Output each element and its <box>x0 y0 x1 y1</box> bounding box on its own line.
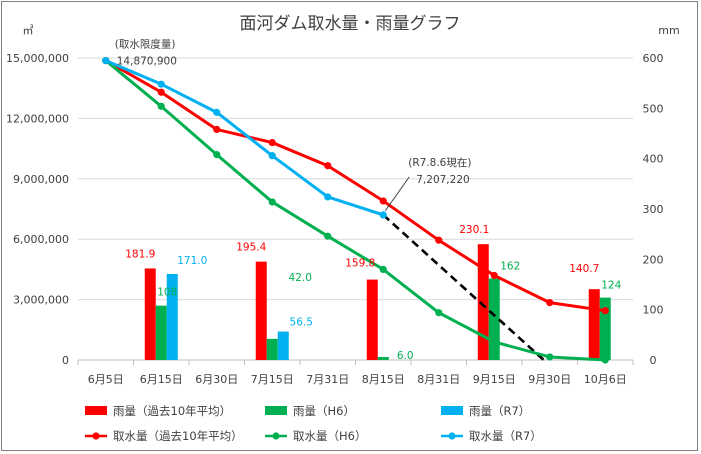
x-tick-label: 6月15日 <box>140 373 183 386</box>
annotation-value: 14,870,900 <box>117 56 177 68</box>
legend-label: 雨量（R7） <box>469 404 530 418</box>
bar <box>166 273 178 360</box>
series-point <box>601 356 609 364</box>
series-point <box>157 88 165 96</box>
series-point <box>213 125 221 134</box>
x-tick-label: 6月30日 <box>195 373 238 386</box>
annotation-label: (取水限度量) <box>115 38 176 51</box>
left-tick-label: 0 <box>62 354 69 367</box>
annotation-label: (R7.8.6現在) <box>408 157 471 169</box>
bar-data-label: 181.9 <box>125 248 155 260</box>
annotation-leader <box>384 176 410 212</box>
series-point <box>379 211 387 219</box>
series-line <box>105 59 384 217</box>
series-point <box>324 162 332 170</box>
bar <box>377 356 389 360</box>
x-tick-label: 10月6日 <box>584 373 627 386</box>
left-tick-label: 15,000,000 <box>6 52 69 65</box>
series-point <box>601 307 609 315</box>
bar-data-label: 159.8 <box>345 258 375 270</box>
bar-data-label: 6.0 <box>397 350 414 362</box>
series-point <box>546 299 554 307</box>
right-tick-label: 600 <box>643 52 664 65</box>
legend-label: 雨量（過去10年平均） <box>113 404 231 418</box>
series-line <box>104 59 606 362</box>
series-line <box>105 59 606 313</box>
legend-label: 取水量（R7） <box>469 429 542 443</box>
bar <box>366 279 378 360</box>
legend-swatch <box>441 406 463 415</box>
annotation-value: 7,207,220 <box>416 174 469 186</box>
bar <box>155 305 167 360</box>
projection-line <box>382 213 545 361</box>
right-tick-label: 100 <box>643 304 664 317</box>
series-point <box>157 80 165 88</box>
right-tick-label: 300 <box>643 203 664 216</box>
series-point <box>213 108 221 116</box>
bar-data-label: 108 <box>157 287 177 299</box>
bar <box>144 268 156 360</box>
left-tick-label: 9,000,000 <box>13 173 69 186</box>
bar <box>277 331 289 360</box>
series-point <box>324 193 332 201</box>
legend-label: 取水量（H6） <box>293 429 366 443</box>
legend-label: 取水量（過去10年平均） <box>113 429 243 443</box>
right-tick-label: 200 <box>643 253 664 266</box>
chart-title: 面河ダム取水量・雨量グラフ <box>240 14 461 34</box>
x-tick-label: 8月15日 <box>362 373 405 386</box>
series-point <box>268 152 276 160</box>
x-tick-label: 8月31日 <box>417 373 460 386</box>
bar-data-label: 171.0 <box>177 255 207 267</box>
left-tick-label: 6,000,000 <box>13 233 69 246</box>
series-point <box>546 353 554 361</box>
series-point <box>102 56 110 65</box>
left-axis-unit: ㎥ <box>23 24 34 37</box>
bar-data-label: 56.5 <box>290 317 313 329</box>
series-point <box>157 102 165 110</box>
x-tick-label: 7月15日 <box>251 373 294 386</box>
legend-marker <box>92 432 100 440</box>
series-point <box>268 198 276 206</box>
series-point <box>490 338 498 346</box>
series-point <box>490 271 498 280</box>
bar <box>266 338 278 360</box>
bar-data-label: 195.4 <box>236 242 266 254</box>
series-point <box>324 232 332 240</box>
bar-data-label: 42.0 <box>289 272 312 284</box>
right-tick-label: 500 <box>643 102 664 115</box>
series-point <box>435 236 443 244</box>
series-point <box>379 265 387 273</box>
right-axis-unit: mm <box>658 24 679 37</box>
x-tick-label: 9月15日 <box>473 373 516 386</box>
legend-swatch <box>265 406 287 415</box>
right-tick-label: 0 <box>650 354 657 367</box>
right-tick-label: 400 <box>643 153 664 166</box>
series-point <box>379 197 387 205</box>
bar <box>255 261 267 360</box>
series-point <box>213 151 221 159</box>
legend-label: 雨量（H6） <box>293 404 355 418</box>
left-tick-label: 3,000,000 <box>13 294 69 307</box>
bar <box>599 297 611 360</box>
bar <box>488 278 500 360</box>
bar <box>588 289 600 360</box>
bar-data-label: 230.1 <box>459 224 489 236</box>
x-tick-label: 7月31日 <box>306 373 349 386</box>
x-tick-label: 6月5日 <box>88 373 124 386</box>
series-point <box>268 138 276 147</box>
series-point <box>435 309 443 317</box>
legend-swatch <box>85 406 107 415</box>
left-tick-label: 12,000,000 <box>6 112 69 125</box>
bar-data-label: 162 <box>500 260 520 272</box>
bar-data-label: 124 <box>601 280 621 292</box>
legend-marker <box>448 432 456 440</box>
x-tick-label: 9月30日 <box>528 373 571 386</box>
bar-data-label: 140.7 <box>569 263 599 275</box>
legend-marker <box>272 432 280 440</box>
bar <box>477 244 489 360</box>
